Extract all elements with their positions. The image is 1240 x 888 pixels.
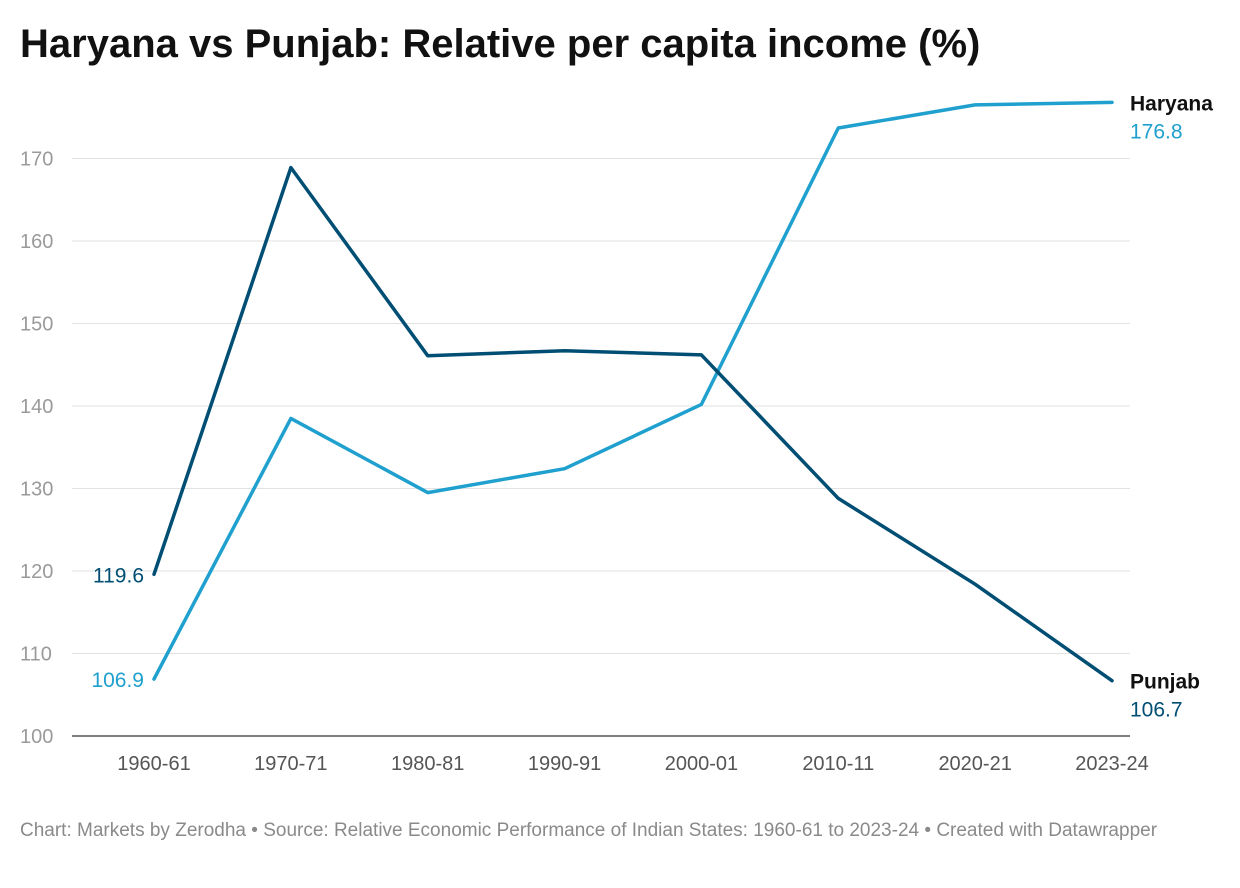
x-tick-label: 1970-71 — [254, 753, 327, 775]
punjab-series-label: Punjab — [1130, 671, 1200, 694]
line-labels: 106.9 Haryana 176.8 119.6 Punjab 106.7 — [91, 92, 1213, 721]
punjab-start-value-label: 119.6 — [93, 564, 144, 587]
x-tick-label: 2023-24 — [1075, 753, 1148, 775]
footer-credit: Chart: Markets by Zerodha — [20, 820, 246, 841]
footer-separator: • — [245, 820, 264, 841]
y-tick-label: 170 — [20, 149, 53, 171]
y-tick-label: 120 — [20, 561, 53, 583]
y-tick-label: 140 — [20, 396, 53, 418]
footer-separator: • — [919, 820, 937, 841]
gridlines — [72, 158, 1130, 737]
punjab-end-value-label: 106.7 — [1130, 699, 1183, 722]
haryana-line — [152, 100, 1114, 681]
y-tick-label: 160 — [20, 231, 53, 253]
x-tick-label: 2000-01 — [665, 753, 738, 775]
y-axis-ticks: 100 110 120 130 140 150 160 170 — [20, 149, 53, 749]
y-tick-label: 150 — [20, 314, 53, 336]
x-axis-ticks: 1960-61 1970-71 1980-81 1990-91 2000-01 2010-… — [117, 753, 1148, 775]
y-tick-label: 110 — [20, 644, 52, 666]
haryana-end-value-label: 176.8 — [1130, 120, 1183, 143]
chart-footer: Chart: Markets by Zerodha • Source: Rela… — [20, 818, 1210, 843]
x-tick-label: 1960-61 — [117, 753, 190, 775]
x-tick-label: 1990-91 — [528, 753, 601, 775]
x-tick-label: 2020-21 — [938, 753, 1011, 775]
y-tick-label: 100 — [20, 726, 53, 748]
x-tick-label: 2010-11 — [802, 753, 874, 775]
y-tick-label: 130 — [20, 479, 53, 501]
footer-source: Source: Relative Economic Performance of… — [263, 820, 920, 841]
chart-title: Haryana vs Punjab: Relative per capita i… — [20, 22, 981, 66]
haryana-series-label: Haryana — [1130, 92, 1213, 115]
haryana-start-value-label: 106.9 — [91, 669, 144, 692]
footer-created-with: Created with Datawrapper — [936, 820, 1158, 841]
x-tick-label: 1980-81 — [391, 753, 464, 775]
series-lines — [152, 100, 1114, 683]
punjab-line — [152, 165, 1114, 683]
